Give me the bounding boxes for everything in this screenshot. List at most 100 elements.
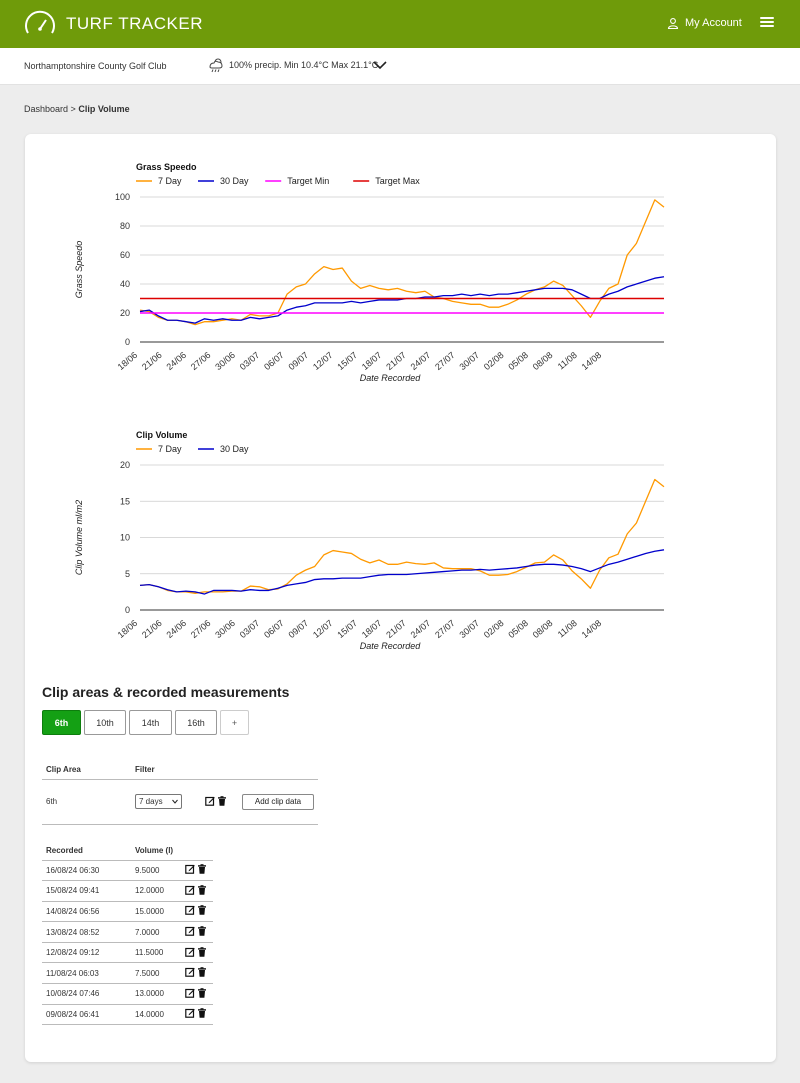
tab-6th[interactable]: 6th [42,710,81,735]
my-account-label: My Account [685,17,742,29]
recorded-cell: 11/08/24 06:03 [42,962,131,985]
edit-icon[interactable] [185,926,195,936]
column-header-recorded: Recorded [42,842,131,861]
recorded-measurements-table: Recorded Volume (l) 16/08/24 06:30 9.5000… [42,842,213,1026]
trash-icon[interactable] [197,905,207,916]
edit-icon[interactable] [185,988,195,998]
clip-volume-svg: Clip Volume 7 Day 30 Day 0 5 10 15 20 18/06 21/06… [74,430,665,651]
edit-icon[interactable] [185,885,195,895]
add-clip-data-button[interactable]: Add clip data [242,793,314,810]
edit-icon[interactable] [185,864,195,875]
trash-icon[interactable] [197,864,207,875]
edit-icon[interactable] [185,947,195,957]
tab-10th[interactable]: 10th [84,710,126,735]
volume-cell: 7.0000 [131,921,181,943]
breadcrumb-separator: > [70,104,76,114]
chart-title: Clip Volume [136,430,187,440]
edit-icon[interactable] [205,796,215,806]
table-header-row: Clip Area Filter [42,760,318,780]
volume-cell: 9.5000 [131,860,181,882]
x-tick-label: 24/07 [409,618,433,640]
trash-icon[interactable] [197,885,207,895]
x-tick-label: 18/06 [116,350,140,372]
my-account-link[interactable]: My Account [667,17,742,29]
trash-icon[interactable] [197,926,207,936]
y-tick-label: 10 [120,533,130,543]
y-tick-label: 60 [120,250,130,260]
chevron-down-icon [172,799,178,804]
chart-title: Grass Speedo [136,162,197,172]
row-actions [185,1008,207,1019]
x-tick-label: 24/06 [164,618,188,640]
row-actions [185,946,207,957]
x-tick-label: 15/07 [335,618,359,640]
chevron-down-icon[interactable] [373,60,387,70]
row-actions [185,988,207,998]
trash-icon[interactable] [197,1008,207,1019]
x-tick-label: 02/08 [482,350,506,372]
edit-icon[interactable] [185,1008,195,1019]
x-tick-label: 27/06 [189,350,213,372]
weather-summary: 100% precip. Min 10.4°C Max 21.1°C [207,57,378,73]
x-tick-label: 18/06 [116,618,140,640]
column-header-add [238,760,318,780]
x-tick-label: 21/06 [140,350,164,372]
filter-select[interactable]: 7 days [135,794,182,809]
volume-cell: 15.0000 [131,901,181,923]
breadcrumb-dashboard[interactable]: Dashboard [24,104,69,114]
sub-bar: Northamptonshire County Golf Club 100% p… [0,48,800,85]
breadcrumb: Dashboard > Clip Volume [24,104,130,114]
x-tick-label: 06/07 [262,350,286,372]
series-line-30-day [139,549,665,595]
trash-icon[interactable] [197,988,207,998]
series-line-7-day [139,199,665,326]
y-axis-label: Grass Speedo [74,241,84,299]
legend-item[interactable]: Target Max [353,176,420,186]
tab-14th[interactable]: 14th [129,710,172,735]
add-area-button[interactable]: + [220,710,249,735]
clip-volume-chart: Clip Volume 7 Day 30 Day 0 5 10 15 20 18/06 21/06… [60,420,680,660]
x-tick-label: 30/06 [213,618,237,640]
legend-item[interactable]: 30 Day [198,444,249,454]
grass-speedo-chart: Grass Speedo 7 Day 30 Day Target Min Target … [60,152,680,392]
x-tick-label: 03/07 [238,618,262,640]
column-header-volume: Volume (l) [131,842,181,861]
x-tick-label: 09/07 [287,618,311,640]
trash-icon[interactable] [197,967,207,978]
recorded-cell: 09/08/24 06:41 [42,1004,131,1026]
tab-16th[interactable]: 16th [175,710,217,735]
speedometer-icon[interactable] [24,9,56,39]
x-tick-label: 06/07 [262,618,286,640]
x-tick-label: 30/07 [457,618,481,640]
x-axis-label: Date Recorded [360,641,422,651]
filter-select-value: 7 days [139,797,163,806]
top-bar: TURF TRACKER My Account [0,0,800,48]
brand-name[interactable]: TURF TRACKER [66,14,203,33]
y-axis-label: Clip Volume ml/m2 [74,500,84,575]
x-tick-label: 08/08 [531,350,555,372]
row-actions [185,885,207,895]
trash-icon[interactable] [197,946,207,957]
user-icon [667,18,679,29]
edit-icon[interactable] [185,967,195,978]
x-tick-label: 27/06 [189,618,213,640]
recorded-cell: 15/08/24 09:41 [42,880,131,902]
column-header-filter: Filter [131,760,201,780]
cloud-rain-sun-icon [209,58,223,73]
y-tick-label: 20 [120,308,130,318]
edit-icon[interactable] [185,905,195,916]
recorded-cell: 16/08/24 06:30 [42,860,131,882]
legend-item[interactable]: 7 Day [136,176,182,186]
legend-item[interactable]: Target Min [265,176,329,186]
legend-item[interactable]: 30 Day [198,176,249,186]
y-tick-label: 40 [120,279,130,289]
recorded-cell: 13/08/24 08:52 [42,921,131,943]
legend-item[interactable]: 7 Day [136,444,182,454]
x-tick-label: 18/07 [360,618,384,640]
clip-area-name: 6th [42,779,131,825]
x-tick-label: 18/07 [360,350,384,372]
trash-icon[interactable] [217,795,227,806]
column-header-actions [201,760,238,780]
hamburger-menu-icon[interactable] [760,15,776,31]
x-tick-label: 02/08 [482,618,506,640]
